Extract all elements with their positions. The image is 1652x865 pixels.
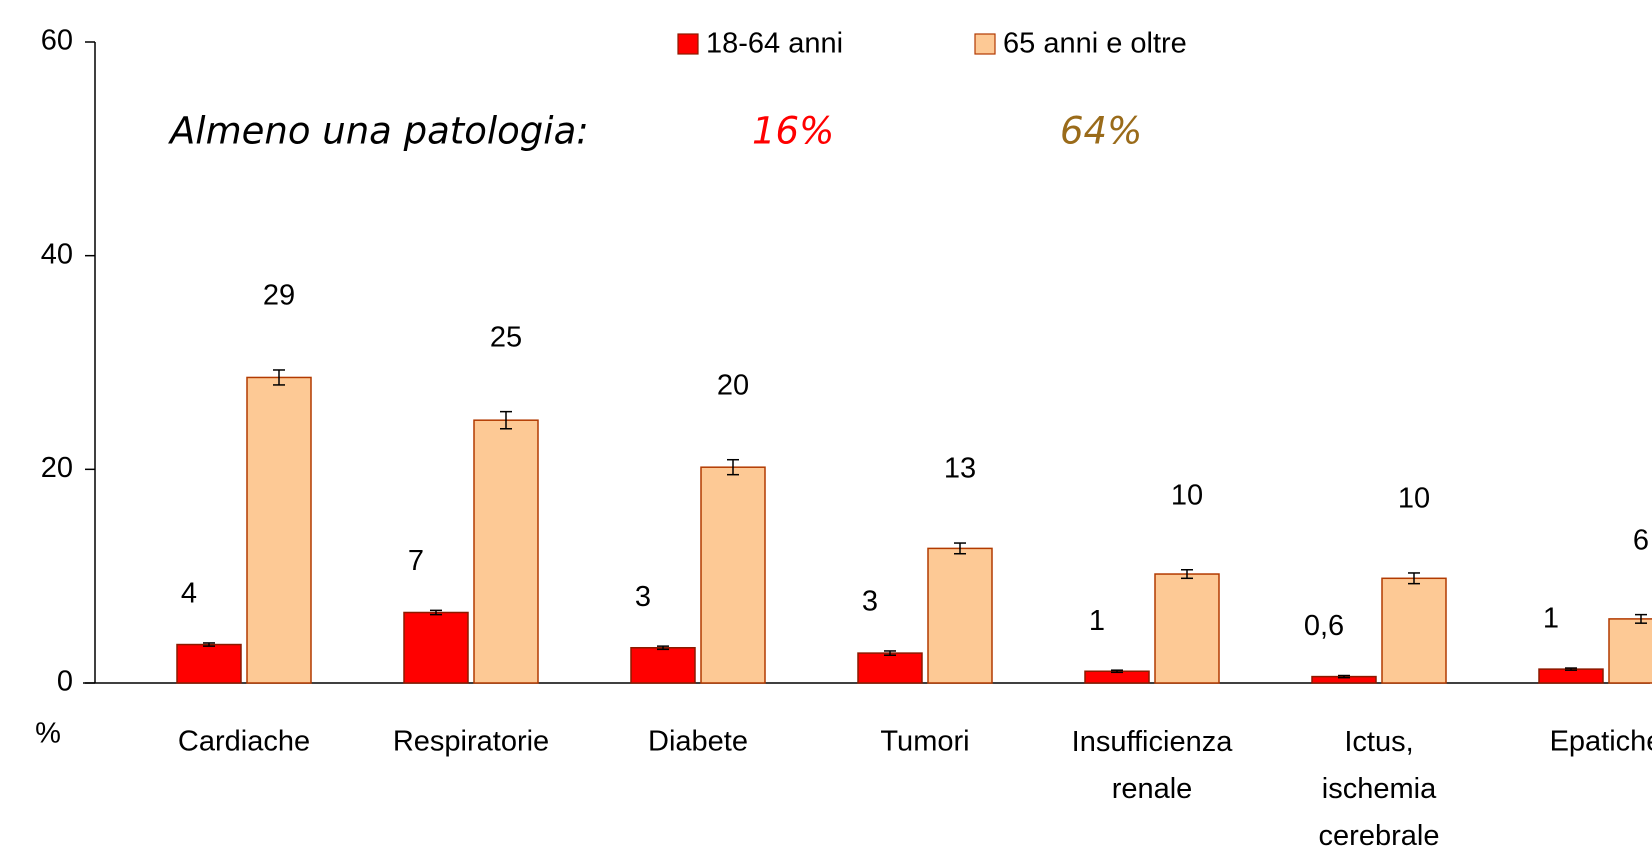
value-label: 4: [181, 578, 197, 610]
bar: [246, 376, 312, 684]
value-label: 7: [408, 545, 424, 577]
x-tick-line: Ictus,: [1344, 726, 1413, 758]
legend-label: 18-64 anni: [706, 28, 843, 60]
value-label: 29: [263, 280, 295, 312]
value-label: 0,6: [1304, 610, 1344, 642]
value-label: 10: [1171, 479, 1203, 511]
bar: [857, 652, 923, 684]
legend-swatch: [677, 33, 699, 55]
x-tick-label: Ictus, ischemia cerebrale: [1319, 726, 1440, 852]
y-tick-label: 60: [41, 25, 73, 57]
bar: [473, 419, 539, 684]
x-tick-label: Insufficienza renale: [1072, 726, 1234, 805]
x-tick-line: renale: [1112, 773, 1193, 805]
value-label: 3: [862, 586, 878, 618]
bar: [1381, 577, 1447, 684]
value-label: 10: [1398, 483, 1430, 515]
annotation: 64%: [1060, 110, 1142, 153]
value-label: 20: [717, 369, 749, 401]
annotation: 16%: [752, 110, 834, 153]
x-tick-line: cerebrale: [1319, 820, 1440, 852]
bar: [1538, 668, 1604, 684]
x-tick-label: Respiratorie: [393, 726, 549, 758]
bar: [1608, 618, 1652, 684]
bar: [403, 611, 469, 684]
bar: [1154, 573, 1220, 684]
value-label: 6: [1633, 524, 1649, 556]
x-tick-label: Diabete: [648, 726, 748, 758]
legend-label: 65 anni e oltre: [1003, 28, 1187, 60]
y-tick-label: 20: [41, 452, 73, 484]
value-label: 1: [1089, 605, 1105, 637]
annotation: Almeno una patologia:: [168, 110, 589, 153]
legend-swatch: [974, 33, 996, 55]
x-tick-label: Tumori: [880, 726, 969, 758]
x-tick-label: Epatiche: [1550, 726, 1652, 758]
value-label: 1: [1543, 603, 1559, 635]
bar: [927, 547, 993, 684]
value-label: 13: [944, 453, 976, 485]
x-tick-line: Insufficienza: [1072, 726, 1234, 758]
y-tick-label: 40: [41, 238, 73, 270]
x-tick-label: Cardiache: [178, 726, 310, 758]
value-label: 25: [490, 321, 522, 353]
bar: [700, 466, 766, 684]
bar: [630, 646, 696, 684]
value-label: 3: [635, 581, 651, 613]
y-axis-label: %: [35, 718, 61, 750]
y-tick-label: 0: [57, 666, 73, 698]
x-tick-line: ischemia: [1322, 773, 1437, 805]
bar: [176, 643, 242, 684]
